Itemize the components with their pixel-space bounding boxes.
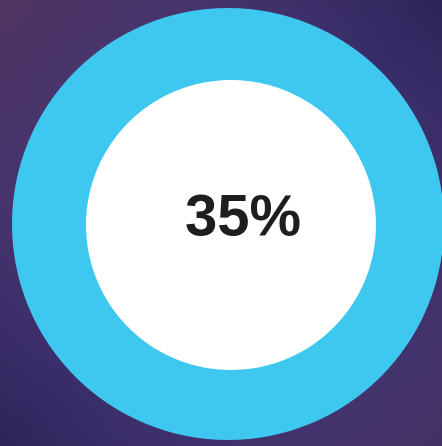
progress-center bbox=[86, 80, 376, 370]
progress-label: 35% bbox=[185, 183, 301, 248]
